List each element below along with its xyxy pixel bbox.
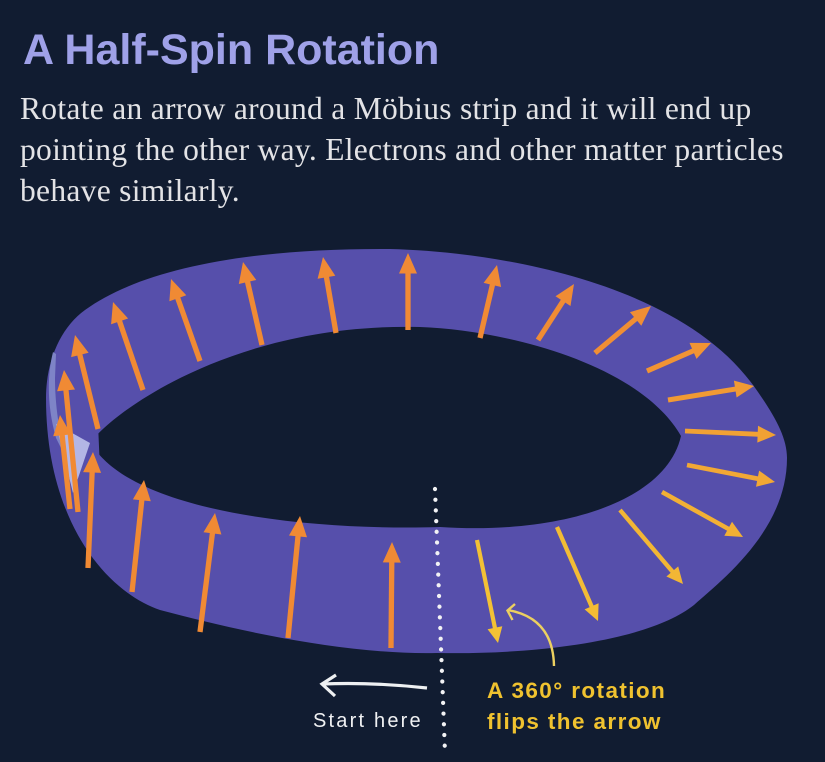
svg-text:A 360° rotation: A 360° rotation [487,678,666,703]
svg-text:Start here: Start here [313,710,423,732]
svg-text:flips the arrow: flips the arrow [487,709,662,734]
